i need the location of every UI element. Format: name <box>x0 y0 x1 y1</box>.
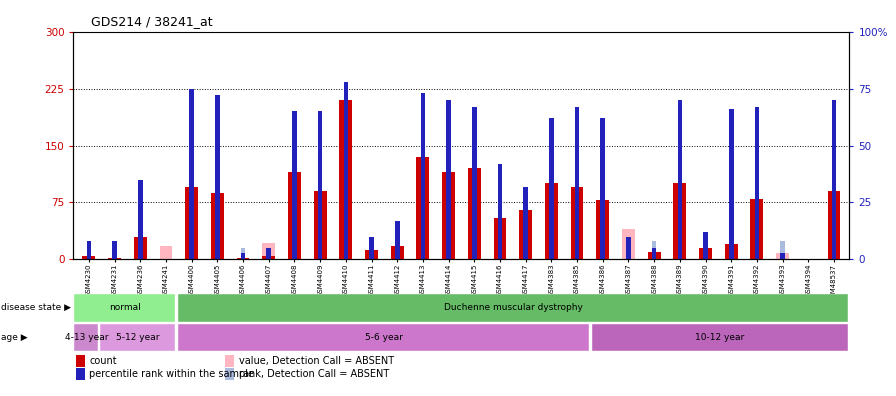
Text: rank, Detection Call = ABSENT: rank, Detection Call = ABSENT <box>238 369 389 379</box>
Bar <box>87 241 91 259</box>
Bar <box>597 200 609 259</box>
Bar <box>754 107 759 259</box>
Bar <box>549 118 554 259</box>
Bar <box>241 248 246 259</box>
Bar <box>225 355 235 367</box>
Bar <box>177 294 848 322</box>
Bar <box>674 183 686 259</box>
Text: value, Detection Call = ABSENT: value, Detection Call = ABSENT <box>238 356 393 366</box>
Bar <box>177 324 589 351</box>
Text: Duchenne muscular dystrophy: Duchenne muscular dystrophy <box>444 303 582 312</box>
Bar <box>369 236 374 259</box>
Bar <box>241 253 246 259</box>
Bar <box>112 241 116 259</box>
Bar <box>266 248 271 259</box>
Bar <box>828 191 840 259</box>
Bar <box>159 246 172 259</box>
Bar <box>318 111 323 259</box>
Bar <box>74 294 175 322</box>
Bar <box>780 253 785 259</box>
Text: disease state ▶: disease state ▶ <box>1 303 71 312</box>
Text: 5-12 year: 5-12 year <box>116 333 159 342</box>
Bar <box>108 258 121 259</box>
Bar <box>365 250 378 259</box>
Bar <box>211 192 224 259</box>
Bar <box>520 210 532 259</box>
Bar <box>591 324 848 351</box>
Bar <box>87 241 91 259</box>
Bar <box>112 241 116 259</box>
Bar <box>497 164 503 259</box>
Bar <box>82 255 95 259</box>
Bar <box>288 172 301 259</box>
Bar <box>725 244 737 259</box>
Bar <box>729 109 734 259</box>
Bar <box>648 252 660 259</box>
Bar <box>651 241 657 259</box>
Bar <box>189 89 194 259</box>
Bar <box>751 199 763 259</box>
Bar <box>831 100 836 259</box>
Bar <box>74 324 98 351</box>
Bar <box>225 368 235 380</box>
Bar <box>523 187 528 259</box>
Bar <box>622 229 635 259</box>
Bar <box>626 236 631 259</box>
Text: 10-12 year: 10-12 year <box>695 333 745 342</box>
Text: percentile rank within the sample: percentile rank within the sample <box>90 369 254 379</box>
Bar <box>780 241 785 259</box>
Bar <box>314 191 326 259</box>
Bar <box>571 187 583 259</box>
Bar <box>545 183 558 259</box>
Text: GDS214 / 38241_at: GDS214 / 38241_at <box>91 15 213 28</box>
Text: 5-6 year: 5-6 year <box>365 333 403 342</box>
Bar <box>420 93 426 259</box>
Bar <box>134 236 147 259</box>
Bar <box>391 246 403 259</box>
Bar <box>75 368 85 380</box>
Bar <box>703 232 708 259</box>
Bar <box>138 180 142 259</box>
Bar <box>100 324 175 351</box>
Text: 4-13 year: 4-13 year <box>65 333 108 342</box>
Text: count: count <box>90 356 116 366</box>
Bar <box>468 168 481 259</box>
Text: age ▶: age ▶ <box>1 333 28 342</box>
Bar <box>395 221 400 259</box>
Bar <box>343 82 349 259</box>
Bar <box>340 100 352 259</box>
Bar <box>442 172 455 259</box>
Bar <box>597 206 609 259</box>
Bar <box>263 243 275 259</box>
Bar <box>699 248 712 259</box>
Bar <box>574 107 580 259</box>
Bar <box>494 218 506 259</box>
Bar <box>446 100 451 259</box>
Bar <box>215 95 220 259</box>
Bar <box>417 157 429 259</box>
Bar <box>677 100 682 259</box>
Bar <box>237 258 249 259</box>
Bar <box>75 355 85 367</box>
Bar <box>185 187 198 259</box>
Bar <box>600 118 605 259</box>
Bar <box>263 255 275 259</box>
Bar <box>292 111 297 259</box>
Bar <box>776 253 789 259</box>
Text: normal: normal <box>109 303 141 312</box>
Bar <box>472 107 477 259</box>
Bar <box>651 248 657 259</box>
